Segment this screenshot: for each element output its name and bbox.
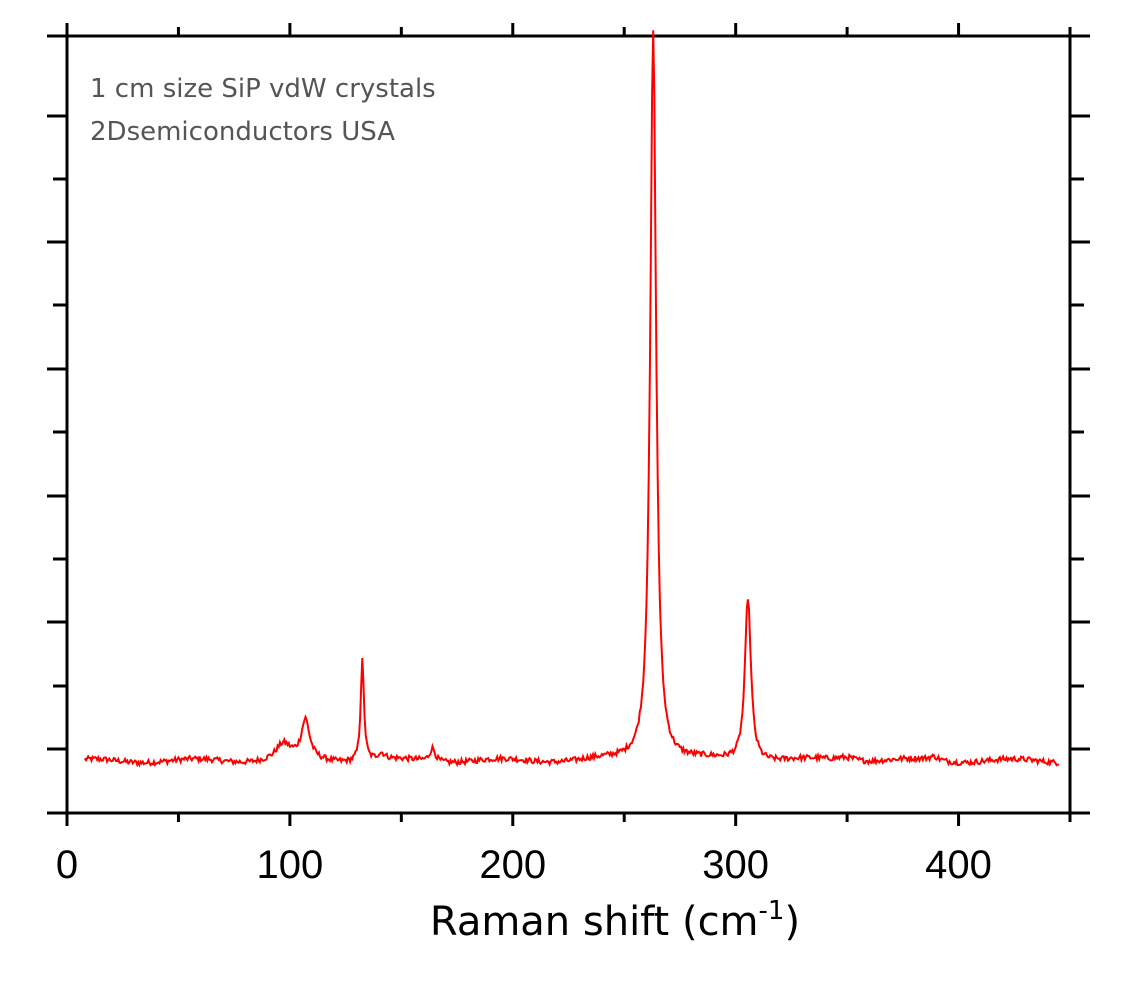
x-tick-label: 0 bbox=[56, 843, 78, 887]
annotation-line-2: 2Dsemiconductors USA bbox=[90, 117, 395, 147]
spectrum-line bbox=[83, 30, 1060, 768]
x-axis-title: Raman shift (cm-1) bbox=[430, 896, 800, 945]
x-tick-label: 300 bbox=[702, 843, 769, 887]
x-axis-title-main: Raman shift (cm bbox=[430, 899, 759, 945]
plot-frame bbox=[65, 34, 1072, 815]
annotation-line-1: 1 cm size SiP vdW crystals bbox=[90, 74, 436, 104]
axis-ticks bbox=[47, 23, 1090, 826]
x-tick-label: 100 bbox=[257, 843, 324, 887]
x-tick-labels: 0 100 200 300 400 bbox=[56, 843, 992, 887]
x-tick-label: 400 bbox=[925, 843, 992, 887]
x-axis-title-superscript: -1 bbox=[759, 896, 785, 926]
x-tick-label: 200 bbox=[479, 843, 546, 887]
x-axis-title-suffix: ) bbox=[784, 899, 800, 945]
